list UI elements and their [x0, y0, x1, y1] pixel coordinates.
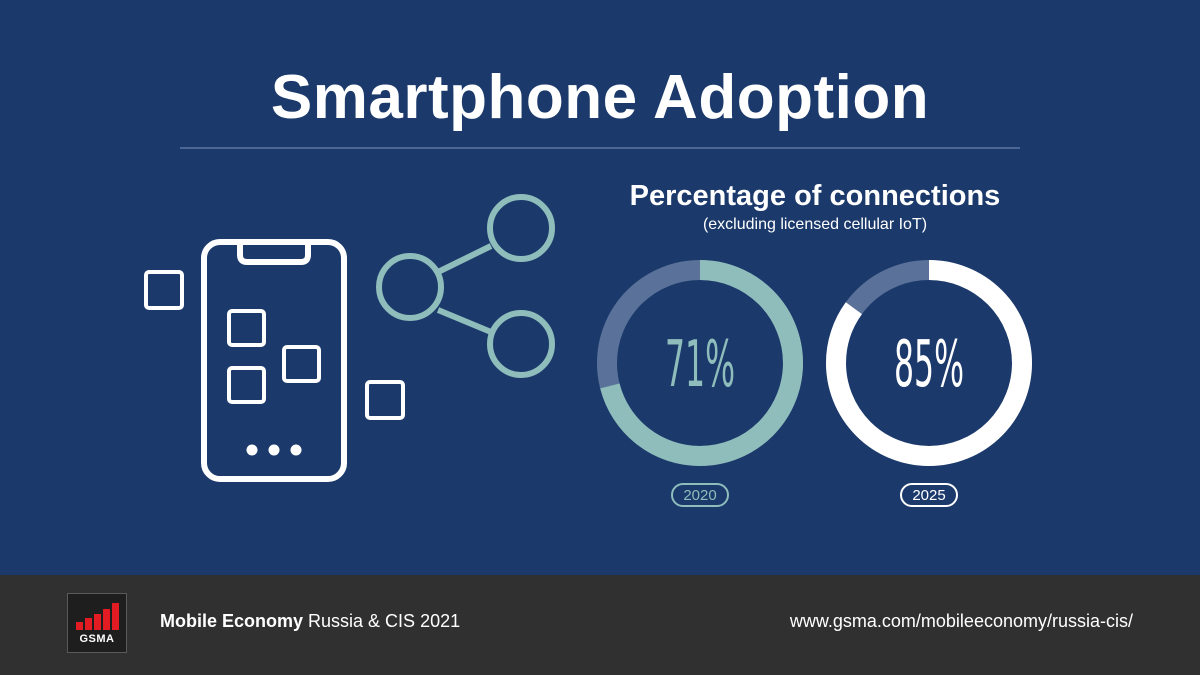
footer-url[interactable]: www.gsma.com/mobileeconomy/russia-cis/ — [789, 611, 1133, 631]
smartphone-icon — [201, 239, 347, 482]
page-title: Smartphone Adoption — [270, 63, 930, 132]
app-square-icon — [227, 366, 266, 404]
year-pill-2020 — [671, 483, 729, 507]
title-divider — [180, 147, 1020, 149]
year-label-2025: 2025 — [912, 487, 945, 504]
donut-value-label-2025: 85% — [894, 328, 964, 402]
donut-value-label-2020: 71% — [665, 328, 735, 402]
app-square-icon — [282, 345, 321, 383]
footer: GSMA Mobile Economy Russia & CIS 2021 ww… — [0, 575, 1200, 675]
logo-text: GSMA — [79, 633, 115, 645]
share-icon — [376, 194, 555, 378]
gsma-logo: GSMA — [67, 593, 127, 653]
dots-icon — [246, 444, 302, 456]
main-panel: Smartphone Adoption Percentage of conne — [144, 63, 1032, 507]
signal-bars-icon — [76, 603, 119, 630]
illustration — [144, 194, 555, 482]
year-label-2020: 2020 — [683, 487, 716, 504]
app-square-icon — [227, 309, 266, 347]
donut-slice-2020 — [597, 260, 803, 466]
publication-rest: Russia & CIS 2021 — [308, 611, 461, 631]
publication-bold: Mobile Economy — [160, 611, 304, 631]
donut-2025: 85% 2025 — [826, 260, 1032, 507]
app-square-icon — [144, 270, 184, 310]
app-square-icon — [365, 380, 405, 420]
donut-2020: 71% 2020 — [597, 260, 803, 507]
chart-subtitle: (excluding licensed cellular IoT) — [702, 216, 928, 233]
year-pill-2025 — [900, 483, 958, 507]
donut-charts: 71% 2020 85% 2025 — [597, 260, 1032, 507]
donut-slice-2025 — [826, 260, 1032, 466]
publication-name: Mobile Economy Russia & CIS 2021 — [160, 611, 460, 632]
chart-title: Percentage of connections — [629, 180, 1001, 212]
